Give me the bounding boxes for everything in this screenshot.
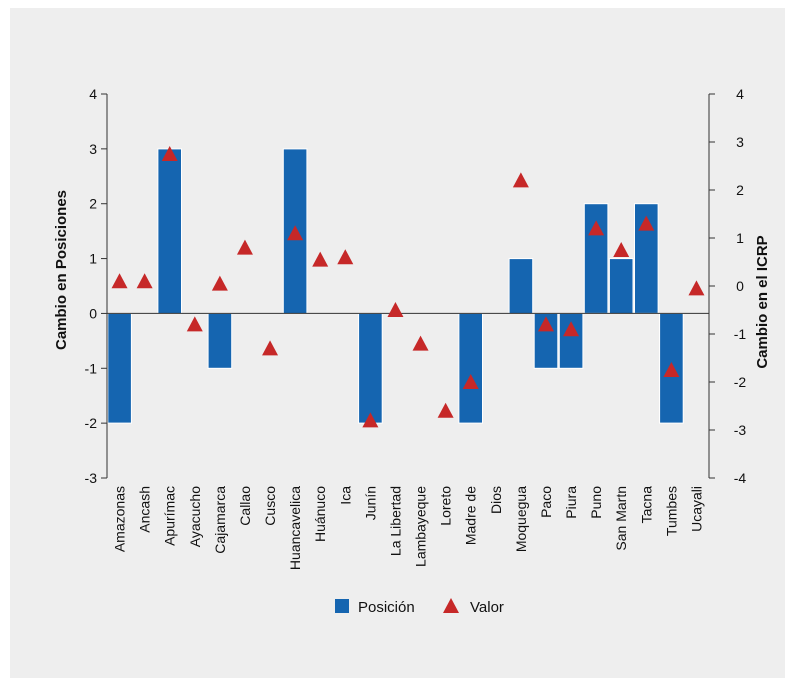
x-tick-label: Cajamarca [212,486,228,554]
x-tick-label: Lambayeque [413,486,429,567]
marker-4 [211,275,228,291]
marker-12 [412,335,429,351]
x-tick-label: Junín [362,486,378,520]
x-tick-label: Cusco [262,486,278,526]
y-tick-label: -1 [85,360,98,376]
marker-23 [688,280,705,296]
marker-19 [588,220,605,236]
y2-tick-label: 3 [736,134,744,150]
marker-17 [537,316,554,332]
y2-tick-label: -4 [734,470,747,486]
marker-13 [437,402,454,418]
x-tick-label: Ayacucho [187,486,203,547]
bar-0 [107,312,132,424]
y2-tick-label: -3 [734,422,747,438]
x-tick-label: Huánuco [312,486,328,542]
marker-7 [287,225,304,241]
bar-19 [583,203,609,314]
y-tick-label: 3 [89,141,97,157]
x-tick-label: Tumbes [663,486,679,536]
x-tick-label: San Martn [613,486,629,551]
x-tick-label: Tacna [638,486,654,524]
x-tick-label: Ucayali [689,486,705,532]
marker-16 [512,172,529,188]
y2-tick-label: 2 [736,182,744,198]
x-tick-label: Amazonas [112,486,128,552]
bar-16 [508,258,534,315]
y-axis-title: Cambio en Posiciones [53,190,70,350]
x-tick-label: Dios [488,486,504,514]
bar-4 [207,312,233,369]
marker-2 [161,146,178,161]
marker-5 [236,239,253,255]
y2-tick-label: -1 [734,326,747,342]
bar-20 [608,258,634,315]
bar-10 [358,312,383,424]
y-tick-label: 1 [89,251,97,267]
y-tick-label: 2 [89,196,97,212]
x-tick-label: Puno [588,486,604,519]
marker-9 [337,249,354,265]
legend-label-posicion: Posición [358,599,415,616]
legend-label-valor: Valor [470,599,504,616]
x-tick-label: Moquegua [513,486,529,552]
x-tick-label: Ancash [137,486,153,533]
legend-swatch-posicion [335,599,349,613]
x-tick-label: Apurímac [162,486,178,546]
markers-layer [111,146,705,428]
marker-22 [663,362,680,377]
y-tick-label: -2 [85,415,98,431]
bar-2 [157,148,182,314]
y2-tick-label: 1 [736,230,744,246]
marker-20 [613,242,630,257]
y2-tick-label: 0 [736,278,744,294]
marker-6 [262,340,279,356]
x-tick-label: Callao [237,486,253,526]
chart-background [10,8,785,678]
x-tick-label: Huancavelica [287,486,303,570]
marker-21 [638,215,655,231]
y-tick-label: -3 [85,470,98,486]
marker-18 [563,321,580,337]
y-tick-label: 0 [89,305,97,321]
x-tick-label: Loreto [438,486,454,526]
marker-11 [387,302,404,317]
axes-layer [101,93,715,479]
x-tick-label: Piura [563,486,579,519]
marker-14 [462,374,479,389]
x-tick-label: Madre de [463,486,479,545]
y-tick-label: 4 [89,86,97,102]
y2-axis-title: Cambio en el ICRP [754,235,771,368]
marker-0 [111,273,128,289]
legend: Posición Valor [335,598,504,616]
y2-tick-label: 4 [736,86,744,102]
x-tick-label: Ica [337,486,353,505]
marker-1 [136,273,153,289]
bars-layer [107,148,684,424]
labels-layer: -3 -2 -1 0 1 2 3 4 -4 -3 -2 -1 0 1 2 3 4 Amazonas Ancash Ap… [85,86,747,570]
marker-8 [312,251,329,267]
x-tick-label: Paco [538,486,554,518]
legend-marker-valor [443,598,459,613]
x-tick-label: La Libertad [388,486,404,556]
y2-tick-label: -2 [734,374,747,390]
bar-14 [458,312,483,424]
marker-3 [186,316,203,332]
marker-10 [362,412,379,428]
